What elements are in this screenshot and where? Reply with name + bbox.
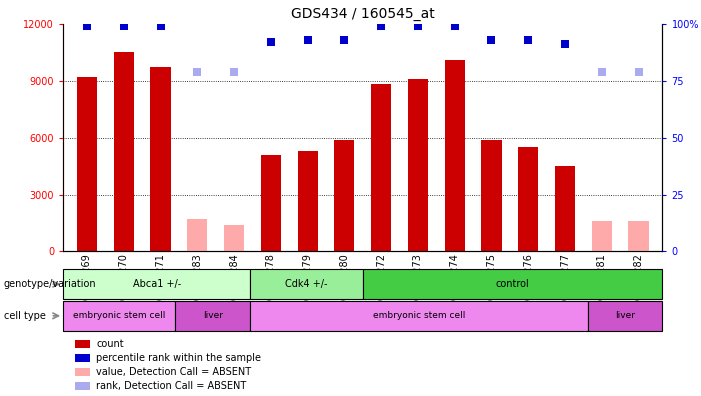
Point [523,36,534,43]
Bar [444,60,465,251]
Point [302,36,313,43]
Point [155,23,166,29]
Bar [114,52,134,251]
Text: control: control [496,279,529,289]
Bar [250,301,587,331]
Point [596,69,607,75]
Bar [75,368,90,376]
Text: genotype/variation: genotype/variation [4,279,96,289]
Bar [187,219,207,251]
Bar [408,79,428,251]
Text: cell type: cell type [4,310,46,321]
Point [81,23,93,29]
Bar [363,269,662,299]
Point [191,69,203,75]
Point [486,36,497,43]
Bar [592,221,612,251]
Text: liver: liver [203,311,223,320]
Text: value, Detection Call = ABSENT: value, Detection Call = ABSENT [96,367,251,377]
Bar [175,301,250,331]
Bar [63,269,250,299]
Bar [555,166,575,251]
Text: liver: liver [615,311,635,320]
Point [339,36,350,43]
Point [229,69,240,75]
Bar [63,301,175,331]
Text: count: count [96,339,123,349]
Bar [628,221,648,251]
Point [412,23,423,29]
Bar [297,151,318,251]
Bar [75,340,90,348]
Text: Abca1 +/-: Abca1 +/- [132,279,181,289]
Text: embryonic stem cell: embryonic stem cell [373,311,465,320]
Bar [587,301,662,331]
Text: rank, Detection Call = ABSENT: rank, Detection Call = ABSENT [96,381,246,391]
Text: percentile rank within the sample: percentile rank within the sample [96,353,261,363]
Bar [77,77,97,251]
Point [265,39,276,45]
Bar [482,139,502,251]
Bar [371,84,391,251]
Point [559,41,571,48]
Bar [75,383,90,390]
Point [633,69,644,75]
Point [449,23,461,29]
Text: Cdk4 +/-: Cdk4 +/- [285,279,328,289]
Text: embryonic stem cell: embryonic stem cell [73,311,165,320]
Bar [250,269,363,299]
Bar [261,155,281,251]
Bar [75,354,90,362]
Bar [518,147,538,251]
Point [376,23,387,29]
Title: GDS434 / 160545_at: GDS434 / 160545_at [291,8,435,21]
Bar [334,139,355,251]
Bar [224,225,244,251]
Point [118,23,130,29]
Bar [151,67,170,251]
